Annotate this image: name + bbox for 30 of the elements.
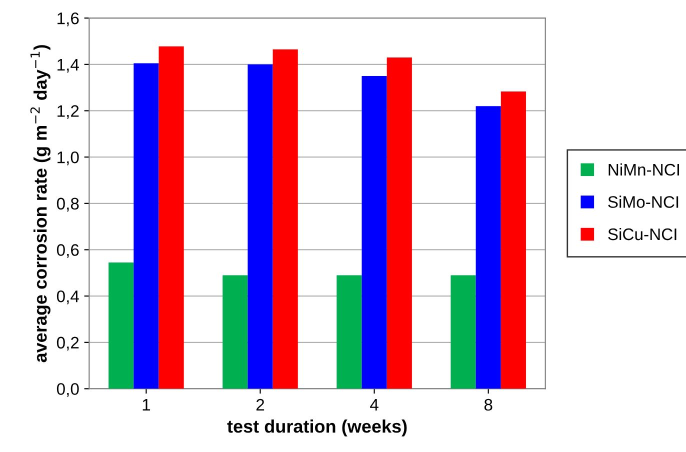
y-tick-label: 0,0 [56, 383, 79, 397]
y-tick-label: 0,6 [56, 244, 79, 258]
bar [272, 49, 298, 389]
bar [386, 57, 412, 389]
bar [222, 275, 248, 389]
x-tick-label: 8 [484, 398, 492, 411]
bar [108, 262, 134, 389]
bar [248, 64, 273, 389]
y-tick-label: 0,4 [56, 290, 79, 304]
bar [158, 46, 184, 389]
bar [134, 63, 159, 389]
x-tick-label: 4 [370, 399, 378, 411]
y-tick-label: 1,0 [58, 151, 79, 166]
legend-label: NiMn-NCI [608, 163, 679, 176]
x-tick-label: 2 [256, 398, 264, 411]
x-axis-title: test duration (weeks) [227, 420, 407, 436]
y-tick-label: 1,2 [58, 105, 79, 119]
bar [476, 106, 501, 389]
y-tick-label: 0,2 [56, 336, 79, 351]
legend-label: SiMo-NCI [608, 196, 678, 208]
y-tick-label: 1,6 [58, 12, 79, 26]
legend-label: SiCu-NCI [608, 228, 676, 240]
x-tick-label: 1 [142, 399, 150, 411]
y-axis-title: average corrosion rate (g m$^{−2}$ day$^{−1}$) [30, 45, 50, 362]
bar [450, 275, 476, 389]
y-tick-label: 1,4 [58, 58, 79, 73]
bar [336, 275, 362, 389]
bar [362, 76, 387, 389]
y-tick-label: 0,8 [56, 198, 79, 212]
bar [500, 92, 526, 389]
